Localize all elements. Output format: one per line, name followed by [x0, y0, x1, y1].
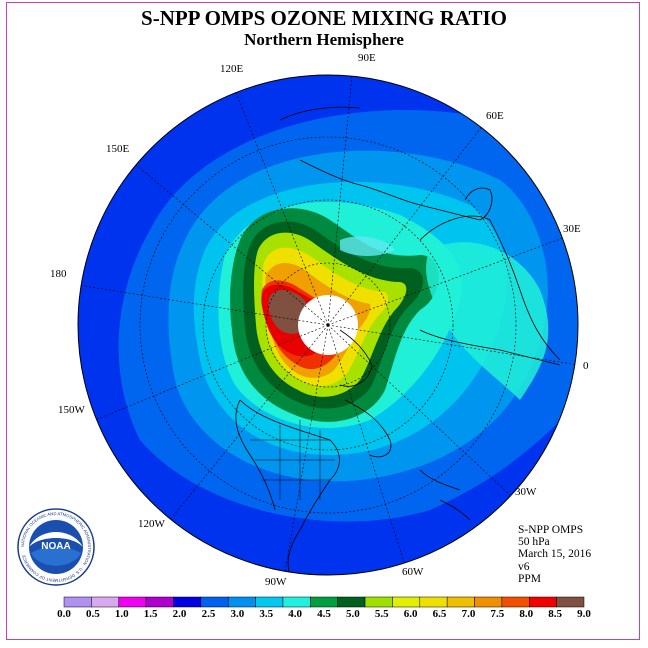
lon-label-90w: 90W: [265, 576, 287, 588]
caribbean-coast: [419, 469, 471, 521]
us-states: [250, 420, 335, 500]
colorbar-tick-label: 8.5: [548, 608, 562, 620]
colorbar-tick-label: 2.5: [201, 608, 216, 620]
middle-east-coast: [464, 187, 493, 221]
page-title: S-NPP OMPS OZONE MIXING RATIO: [141, 6, 507, 30]
greenland-coast: [344, 399, 392, 458]
coastlines: [235, 106, 561, 575]
info-instrument: S-NPP OMPS: [518, 524, 584, 536]
colorbar-tick-label: 0.5: [86, 608, 100, 620]
africa-north-coast: [419, 329, 561, 366]
page-subtitle: Northern Hemisphere: [244, 30, 404, 49]
colorbar-tick-label: 4.5: [317, 608, 331, 620]
graticule: [78, 75, 578, 573]
lon-label-90e: 90E: [358, 52, 376, 64]
lon-label-30e: 30E: [563, 223, 581, 235]
colorbar-tick-label: 6.5: [432, 608, 447, 620]
lon-label-30w: 30W: [515, 486, 537, 498]
europe-coast: [419, 215, 561, 361]
arctic-islands: [339, 329, 373, 387]
map-boundary: [77, 74, 579, 576]
info-date: March 15, 2016: [518, 548, 592, 561]
colorbar-tick-label: 1.5: [143, 608, 158, 620]
lon-label-180: 180: [50, 268, 67, 280]
info-version: v6: [518, 560, 530, 573]
colorbar-tick-label: 7.5: [490, 608, 505, 620]
india-coast: [279, 106, 361, 121]
colorbar-tick-label: 3.0: [230, 608, 245, 620]
lon-label-150w: 150W: [58, 404, 85, 416]
colorbar-tick-label: 9.0: [577, 608, 591, 620]
colorbar-tick-label: 5.5: [374, 608, 389, 620]
colorbar-tick-label: 8.0: [519, 608, 534, 620]
ozone-field: [78, 75, 578, 575]
info-block: S-NPP OMPS 50 hPa March 15, 2016 v6 PPM: [518, 524, 591, 585]
colorbar-tick-label: 5.0: [346, 608, 360, 620]
figure-frame: [6, 2, 640, 640]
colorbar-tick-label: 2.0: [172, 608, 187, 620]
colorbar-tick-label: 7.0: [461, 608, 476, 620]
lon-label-150e: 150E: [106, 143, 130, 155]
colorbar-tick-label: 3.5: [259, 608, 274, 620]
north-america-west-coast: [235, 399, 276, 511]
colorbar-tick-label: 6.0: [403, 608, 418, 620]
lon-label-120e: 120E: [220, 63, 244, 75]
info-units: PPM: [518, 572, 542, 585]
colorbar-tick-label: 4.0: [288, 608, 302, 620]
lon-label-120w: 120W: [138, 518, 165, 530]
asia-coast: [299, 159, 481, 221]
colorbar-tick-label: 0.0: [57, 608, 71, 620]
info-level: 50 hPa: [518, 536, 550, 549]
lon-label-60e: 60E: [486, 110, 504, 122]
lon-label-60w: 60W: [402, 566, 424, 578]
lon-label-0: 0: [583, 360, 589, 372]
north-america-coast: [239, 399, 340, 575]
colorbar-tick-label: 1.0: [114, 608, 129, 620]
